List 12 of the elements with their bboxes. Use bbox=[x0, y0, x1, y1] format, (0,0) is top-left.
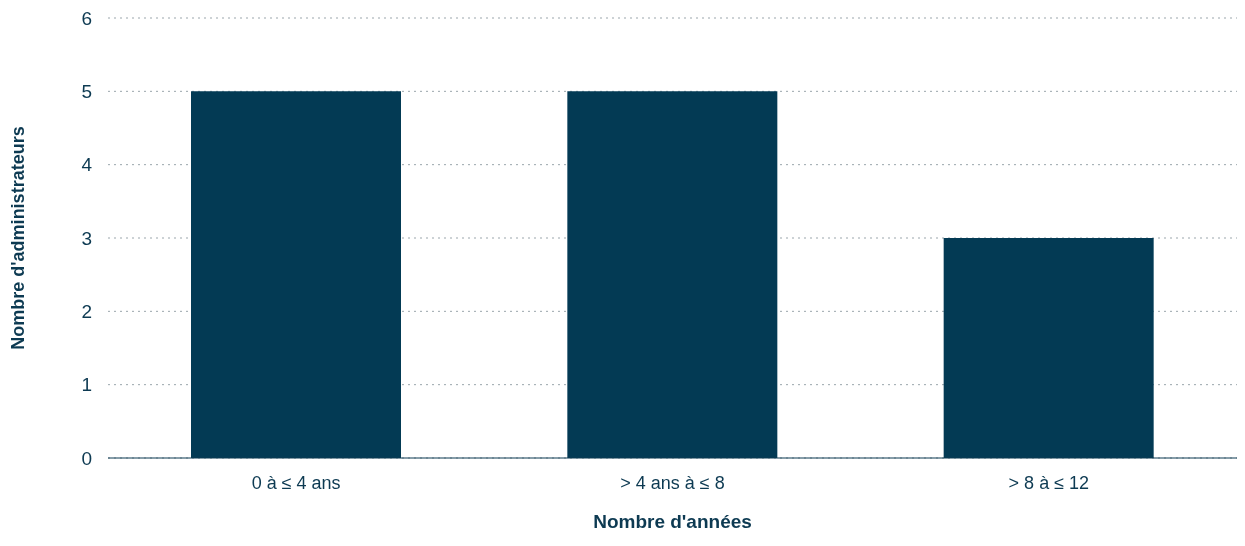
x-tick-label: > 4 ans à ≤ 8 bbox=[620, 472, 725, 493]
y-tick-label: 6 bbox=[81, 7, 92, 29]
x-tick-label: 0 à ≤ 4 ans bbox=[251, 472, 341, 493]
y-tick-label: 0 bbox=[81, 447, 92, 469]
x-axis-title: Nombre d'années bbox=[593, 511, 752, 532]
y-tick-label: 5 bbox=[81, 81, 92, 103]
y-tick-label: 4 bbox=[81, 154, 93, 176]
y-tick-label: 3 bbox=[81, 227, 92, 249]
y-axis-title: Nombre d'administrateurs bbox=[8, 126, 29, 350]
y-tick-label: 2 bbox=[81, 301, 92, 323]
x-tick-label: > 8 à ≤ 12 bbox=[1008, 472, 1090, 493]
y-tick-label: 1 bbox=[81, 374, 92, 396]
